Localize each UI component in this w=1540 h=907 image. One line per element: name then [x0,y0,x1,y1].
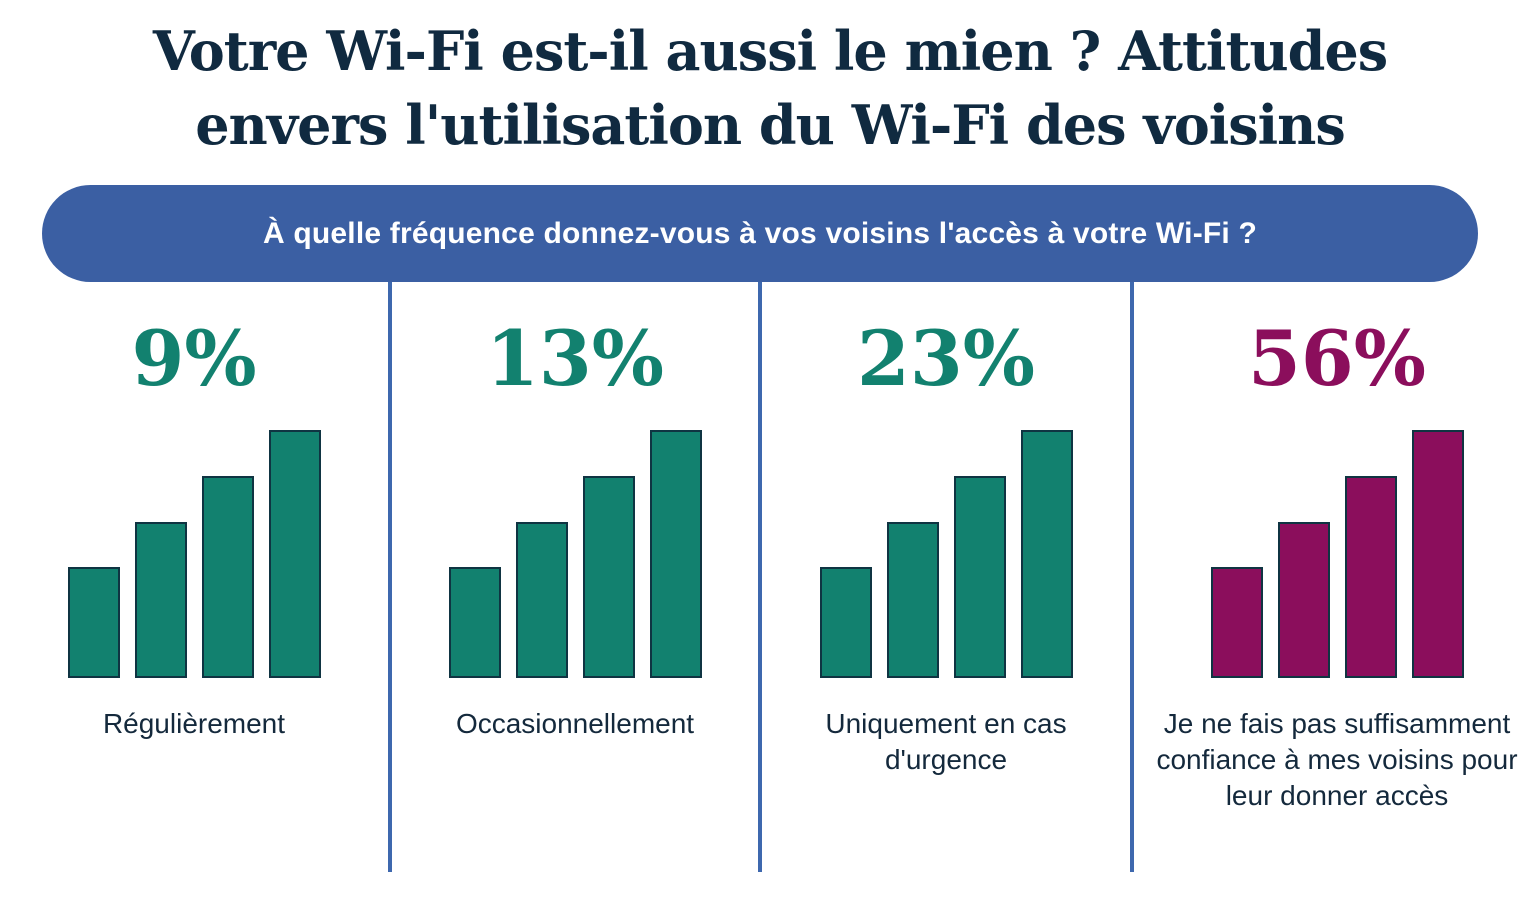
percent-value: 56% [1248,314,1426,403]
bar [1411,430,1464,678]
percent-value: 13% [486,314,664,403]
bar [953,476,1006,678]
title-line-1: Votre Wi-Fi est-il aussi le mien ? Attit… [152,19,1388,83]
bar [67,567,120,678]
bar [268,430,321,678]
bar [134,522,187,678]
column-label: Occasionnellement [455,708,695,739]
percent-value: 9% [131,314,257,403]
bar [1344,476,1397,678]
column-label: Je ne fais pas suffisamment confiance à … [1156,708,1518,811]
bar [1210,567,1263,678]
column-divider [758,282,762,872]
column-label: Uniquement en cas d'urgence [825,708,1067,775]
signal-bars-icon [1210,430,1464,678]
column-label: Régulièrement [102,708,286,739]
signal-bars-icon [819,430,1073,678]
bar [649,430,702,678]
title-line-2: envers l'utilisation du Wi-Fi des voisin… [195,93,1346,157]
bar [1277,522,1330,678]
column-divider [1130,282,1134,872]
question-banner: À quelle fréquence donnez-vous à vos voi… [42,185,1478,282]
column-divider [388,282,392,872]
question-text: À quelle fréquence donnez-vous à vos voi… [262,216,1258,250]
column-regulierement: 9% Régulièrement [0,282,388,872]
bar [886,522,939,678]
bar [819,567,872,678]
bar [201,476,254,678]
chart-columns: 9% Régulièrement 13% Occasionnellement 2… [0,282,1540,872]
bar [448,567,501,678]
signal-bars-icon [448,430,702,678]
signal-bars-icon [67,430,321,678]
column-urgence: 23% Uniquement en cas d'urgence [762,282,1130,872]
bar [582,476,635,678]
column-occasionnellement: 13% Occasionnellement [392,282,758,872]
bar [1020,430,1073,678]
column-pas-confiance: 56% Je ne fais pas suffisamment confianc… [1134,282,1540,872]
page-title: Votre Wi-Fi est-il aussi le mien ? Attit… [0,0,1540,162]
percent-value: 23% [857,314,1035,403]
bar [515,522,568,678]
